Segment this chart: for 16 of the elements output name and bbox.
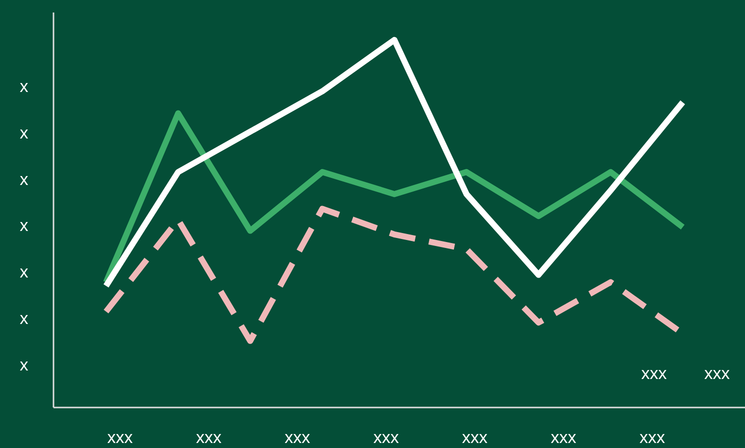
annotation: xxx xyxy=(704,364,730,383)
text: xxx xyxy=(462,428,488,447)
text: x xyxy=(20,262,29,282)
text: xxx xyxy=(284,428,311,447)
text: x xyxy=(20,77,29,96)
text: x xyxy=(20,123,29,142)
text: x xyxy=(20,309,29,328)
annotation: xxx xyxy=(641,364,668,383)
text: xxx xyxy=(107,428,134,447)
text: xxx xyxy=(373,428,400,447)
text: xxx xyxy=(196,428,222,447)
text: x xyxy=(20,170,29,189)
text: x xyxy=(20,216,29,236)
text: xxx xyxy=(550,428,577,447)
text: xxx xyxy=(639,428,666,447)
text: x xyxy=(20,355,29,374)
